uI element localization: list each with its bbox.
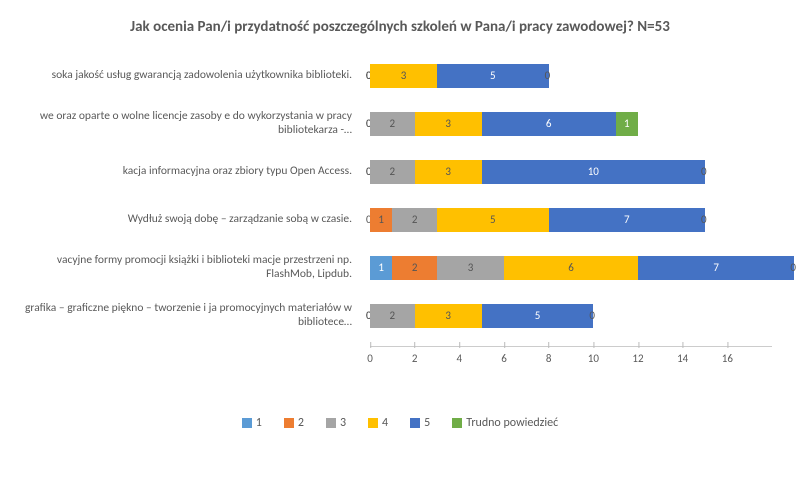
bar-row: kacja informacyjna oraz zbiory typu Open… [10,148,790,196]
legend-label: 5 [424,416,430,430]
bar-segment: 2 [370,304,415,328]
plot-area: soka jakość usług gwarancją zadowolenia … [10,48,790,378]
legend-item: 4 [368,416,388,430]
bar-track: 000350 [370,64,772,88]
legend-label: 1 [256,416,262,430]
legend-swatch [326,418,336,428]
legend-swatch [368,418,378,428]
legend-label: Trudno powiedzieć [466,416,558,430]
legend-label: 2 [298,416,304,430]
y-axis-label: we oraz oparte o wolne licencje zasoby e… [10,100,360,148]
bar-row: vacyjne formy promocji książki i bibliot… [10,244,790,292]
bar-segment: 6 [482,112,616,136]
y-axis-label: kacja informacyjna oraz zbiory typu Open… [10,148,360,196]
bar-track: 123670 [370,256,772,280]
bar-segment: 7 [549,208,705,232]
y-axis-label: vacyjne formy promocji książki i bibliot… [10,244,360,292]
x-tick: 4 [457,346,463,365]
legend-swatch [242,418,252,428]
bar-track: 0023100 [370,160,772,184]
bar-segment: 1 [370,208,392,232]
bar-segment: 2 [392,256,437,280]
legend-label: 3 [340,416,346,430]
x-tick: 2 [412,346,418,365]
bar-segment: 3 [437,256,504,280]
bar-segment: 3 [370,64,437,88]
bar-row: Wydłuż swoją dobę – zarządzanie sobą w c… [10,196,790,244]
bar-segment: 7 [638,256,794,280]
legend-label: 4 [382,416,388,430]
legend: 1 2 3 4 5 Trudno powiedzieć [0,416,800,430]
bar-segment: 2 [370,112,415,136]
bar-segment: 1 [616,112,638,136]
y-axis-label: Wydłuż swoją dobę – zarządzanie sobą w c… [10,196,360,244]
bar-segment: 2 [392,208,437,232]
bar-segment: 6 [504,256,638,280]
bar-segment: 5 [437,208,549,232]
bar-track: 002350 [370,304,772,328]
x-tick: 10 [588,346,599,365]
y-axis-label: grafika – graficzne piękno – tworzenie i… [10,292,360,340]
bar-segment: 5 [437,64,549,88]
bar-row: we oraz oparte o wolne licencje zasoby e… [10,100,790,148]
bar-track: 012570 [370,208,772,232]
x-tick: 8 [546,346,552,365]
legend-item: 3 [326,416,346,430]
bar-segment: 5 [482,304,594,328]
x-axis: 0246810121416 [370,346,772,347]
bar-segment: 10 [482,160,705,184]
bar-track: 002361 [370,112,772,136]
axis-line [370,346,772,347]
bar-segment: 1 [370,256,392,280]
x-tick: 0 [367,346,373,365]
chart-title: Jak ocenia Pan/i przydatność poszczególn… [0,0,800,48]
legend-swatch [410,418,420,428]
legend-swatch [284,418,294,428]
legend-item: 5 [410,416,430,430]
bar-segment: 3 [415,304,482,328]
legend-item: 2 [284,416,304,430]
x-tick: 16 [722,346,733,365]
bar-row: soka jakość usług gwarancją zadowolenia … [10,52,790,100]
bar-segment: 3 [415,112,482,136]
legend-item: 1 [242,416,262,430]
bar-segment: 2 [370,160,415,184]
y-axis-label: soka jakość usług gwarancją zadowolenia … [10,52,360,100]
legend-item: Trudno powiedzieć [452,416,558,430]
bar-row: grafika – graficzne piękno – tworzenie i… [10,292,790,340]
x-tick: 12 [632,346,643,365]
x-tick: 6 [501,346,507,365]
bar-segment: 3 [415,160,482,184]
x-tick: 14 [677,346,688,365]
legend-swatch [452,418,462,428]
